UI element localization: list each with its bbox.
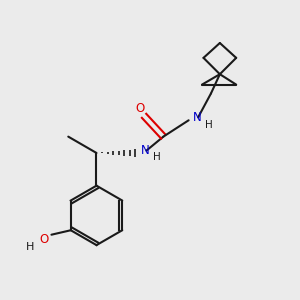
Text: H: H	[205, 120, 213, 130]
Text: N: N	[193, 111, 202, 124]
Text: O: O	[136, 102, 145, 115]
Text: H: H	[26, 242, 34, 252]
Text: O: O	[39, 233, 49, 246]
Text: H: H	[153, 152, 160, 162]
Text: N: N	[141, 143, 150, 157]
